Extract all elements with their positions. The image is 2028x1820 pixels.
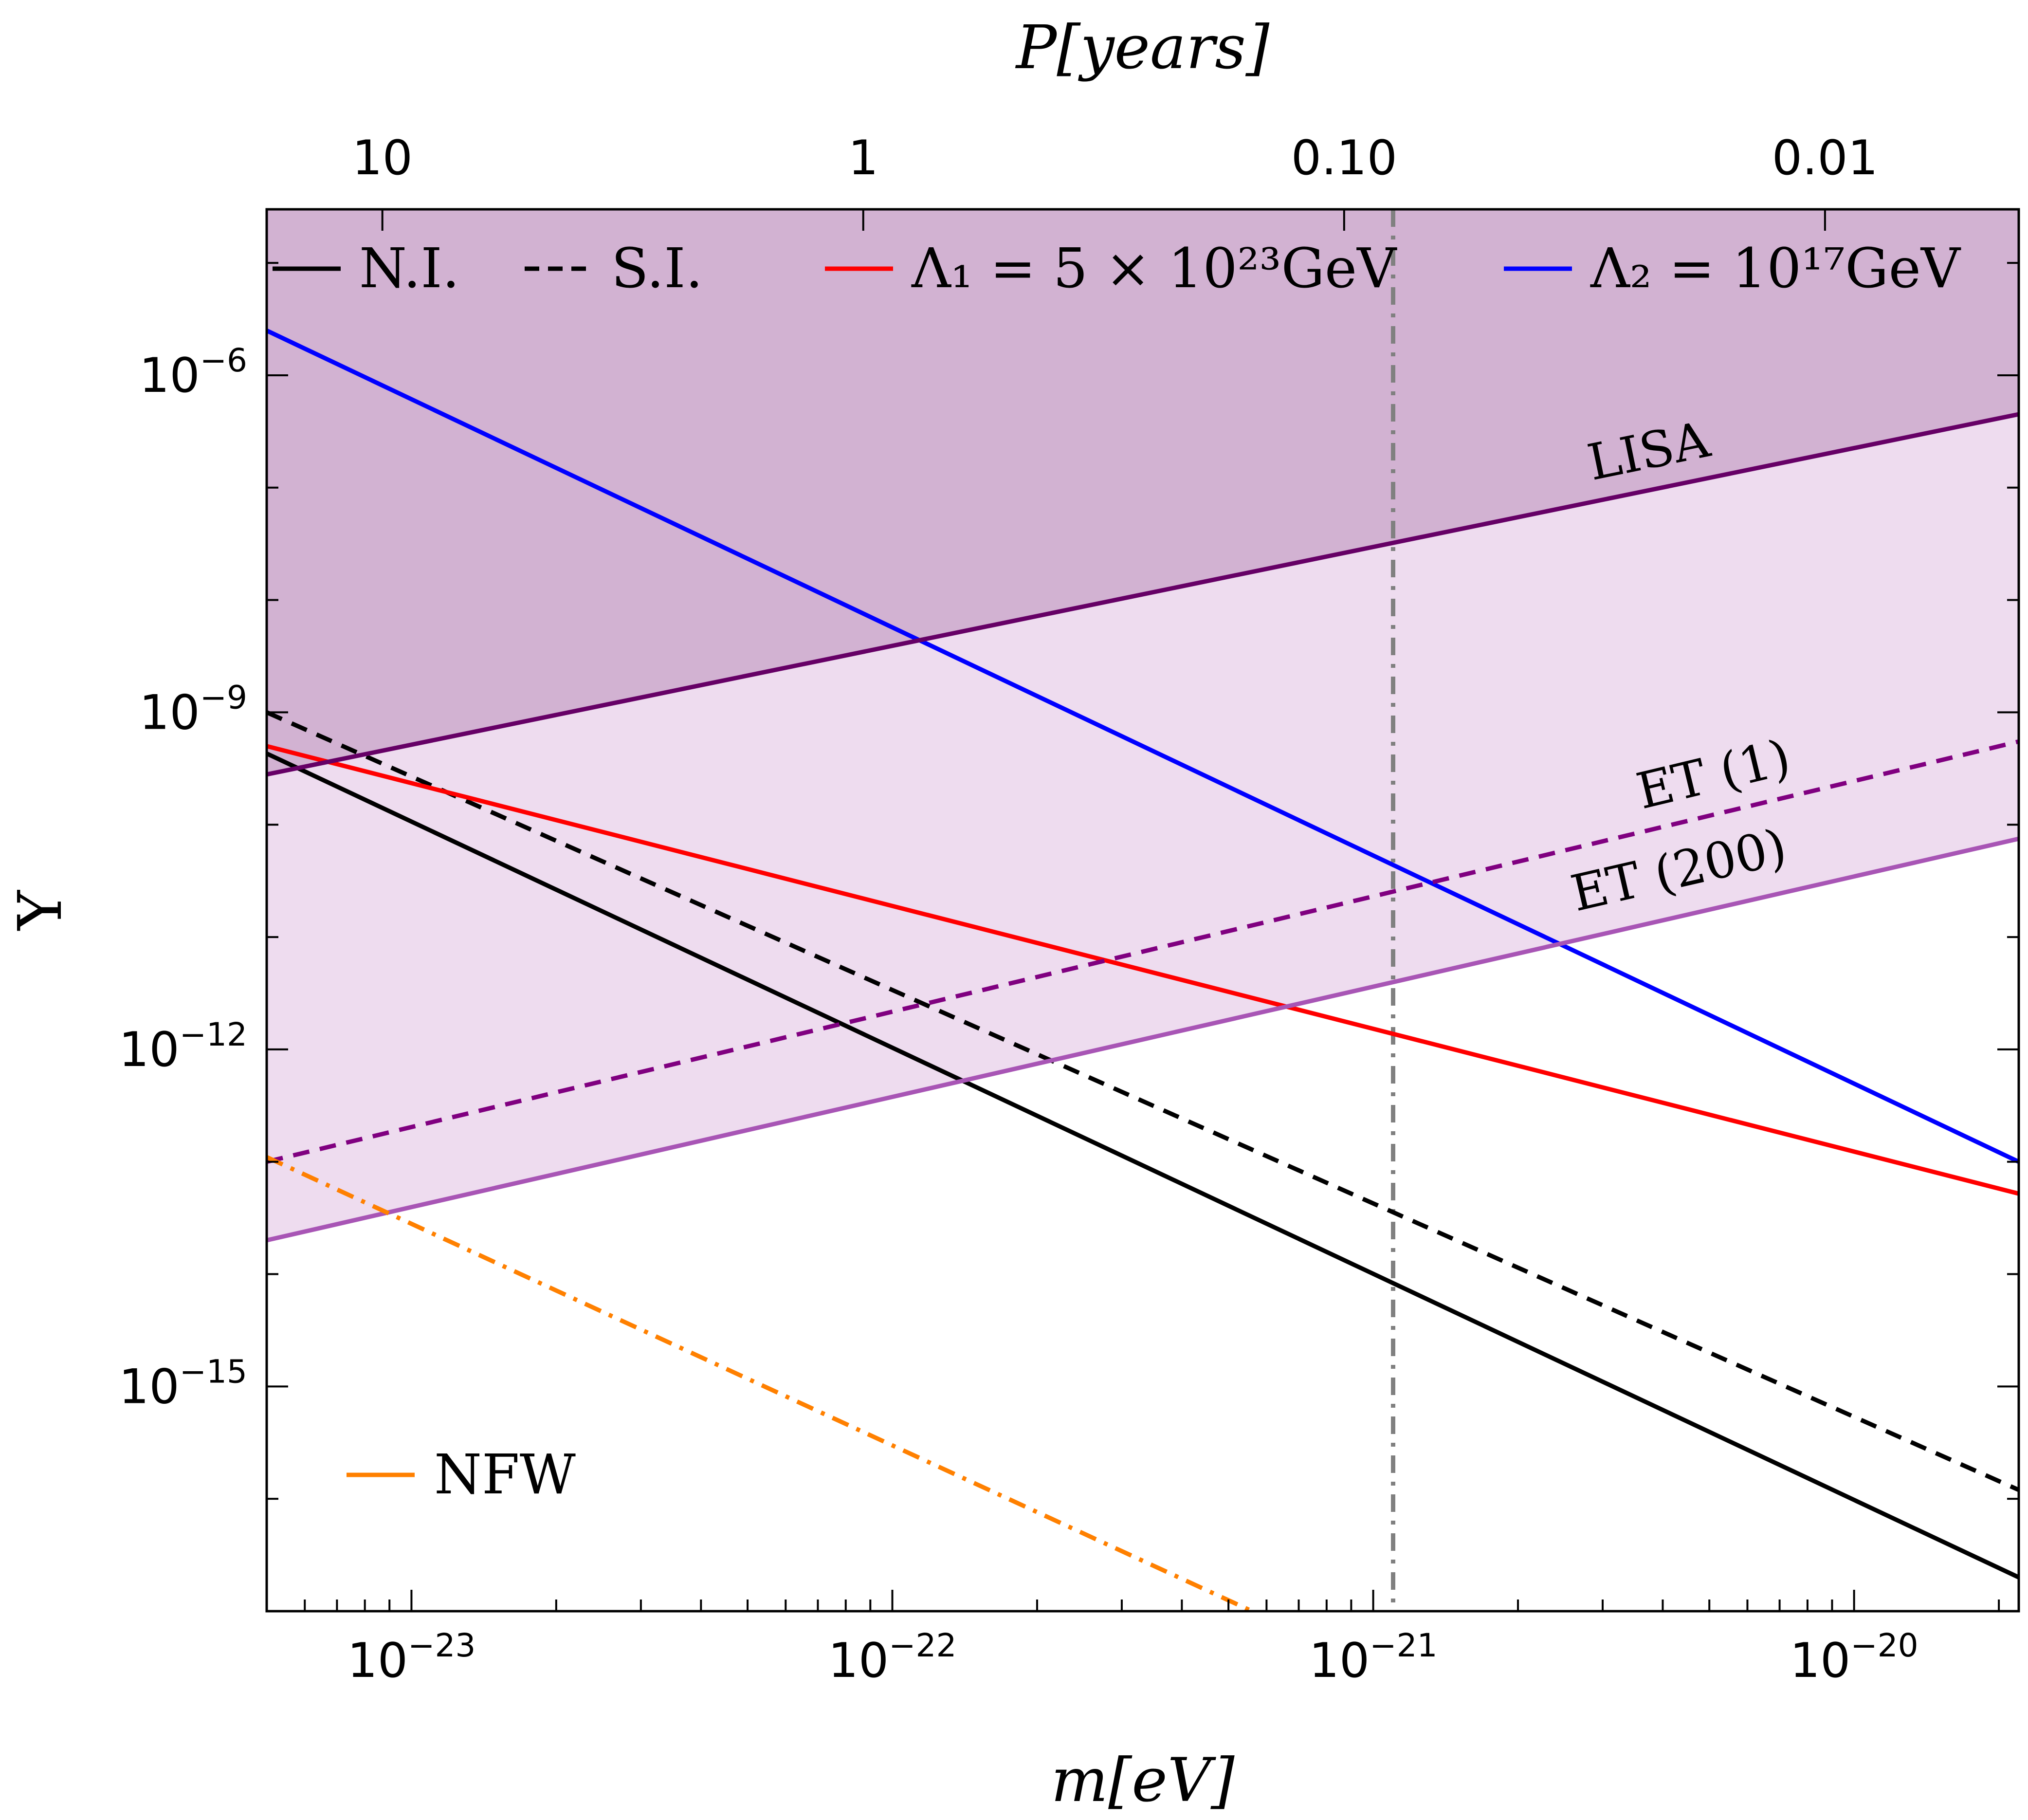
top-tick-label: 10	[352, 130, 413, 186]
legend-label-nfw: NFW	[434, 1443, 576, 1507]
series-line-et-1	[267, 739, 2019, 1164]
legend-label-10-gev: Λ₂ = 10¹⁷GeV	[1590, 237, 1961, 300]
y-tick-label: 10−15	[119, 1353, 247, 1415]
plot-frame	[265, 208, 2020, 1613]
series-line-10-gev	[267, 329, 2019, 1164]
x-tick-label: 10−23	[347, 1627, 475, 1689]
series-line-5-10-gev	[267, 744, 2019, 1196]
series-line-et-200	[267, 836, 2019, 1243]
top-axis-title: P[years]	[1015, 13, 1270, 83]
legend: N.I. S.I. Λ₁ = 5 × 10²³GeV Λ₂ = 10¹⁷GeV NFW	[273, 237, 1961, 1507]
band-lisa	[267, 209, 2019, 775]
tick-labels: 10−23 10−22 10−21 10−2010−610−910−1210−1510…	[119, 130, 1918, 1689]
series-line-nfw	[267, 1155, 1253, 1611]
y-axis-title: Υ	[5, 890, 75, 931]
series-line-s-i	[267, 710, 2019, 1492]
axis-ticks	[266, 209, 2019, 1612]
top-tick-label: 1	[848, 130, 878, 186]
top-tick-label: 0.10	[1291, 130, 1397, 186]
x-tick-label: 10−20	[1790, 1627, 1918, 1689]
x-axis-title: m[eV]	[1051, 1746, 1235, 1816]
bands	[267, 209, 2019, 1241]
y-tick-label: 10−6	[139, 342, 247, 404]
x-tick-label: 10−22	[828, 1627, 957, 1689]
legend-label-5-10-gev: Λ₁ = 5 × 10²³GeV	[911, 237, 1397, 300]
y-tick-label: 10−12	[119, 1016, 247, 1078]
y-tick-label: 10−9	[139, 679, 247, 740]
series-lines	[267, 329, 2019, 1611]
legend-label-s-i: S.I.	[611, 237, 703, 300]
x-tick-label: 10−21	[1309, 1627, 1438, 1689]
legend-label-n-i: N.I.	[359, 237, 459, 300]
series-line-n-i	[267, 751, 2019, 1580]
top-tick-label: 0.01	[1772, 130, 1878, 186]
series-line-lisa	[267, 412, 2019, 777]
